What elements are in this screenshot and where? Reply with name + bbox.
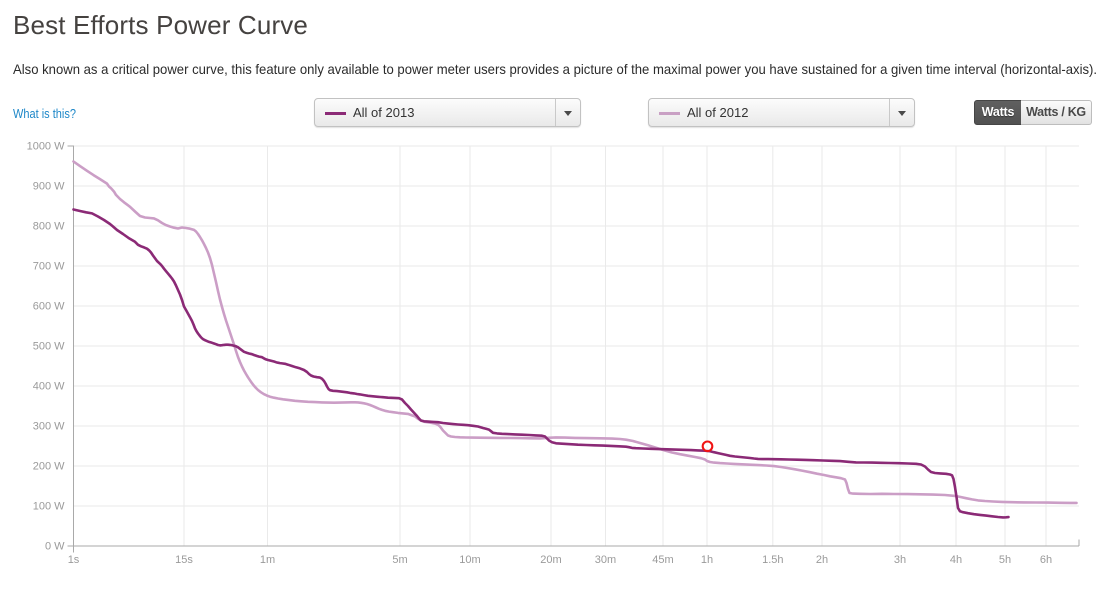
svg-text:5m: 5m: [392, 554, 407, 566]
svg-text:20m: 20m: [540, 554, 561, 566]
svg-text:4h: 4h: [950, 554, 962, 566]
svg-text:5h: 5h: [999, 554, 1011, 566]
svg-text:400 W: 400 W: [33, 381, 65, 393]
svg-text:1000 W: 1000 W: [27, 141, 66, 153]
svg-text:0 W: 0 W: [45, 541, 65, 553]
svg-text:15s: 15s: [175, 554, 193, 566]
svg-text:700 W: 700 W: [33, 261, 65, 273]
svg-text:300 W: 300 W: [33, 421, 65, 433]
svg-text:900 W: 900 W: [33, 181, 65, 193]
svg-text:500 W: 500 W: [33, 341, 65, 353]
svg-text:6h: 6h: [1040, 554, 1052, 566]
svg-text:30m: 30m: [595, 554, 616, 566]
svg-text:1.5h: 1.5h: [762, 554, 783, 566]
svg-text:1m: 1m: [260, 554, 275, 566]
svg-text:10m: 10m: [459, 554, 480, 566]
svg-text:200 W: 200 W: [33, 461, 65, 473]
svg-text:100 W: 100 W: [33, 501, 65, 513]
svg-text:3h: 3h: [894, 554, 906, 566]
svg-text:1h: 1h: [701, 554, 713, 566]
svg-text:600 W: 600 W: [33, 301, 65, 313]
svg-text:800 W: 800 W: [33, 221, 65, 233]
svg-text:1s: 1s: [68, 554, 80, 566]
svg-text:2h: 2h: [816, 554, 828, 566]
svg-text:45m: 45m: [652, 554, 673, 566]
